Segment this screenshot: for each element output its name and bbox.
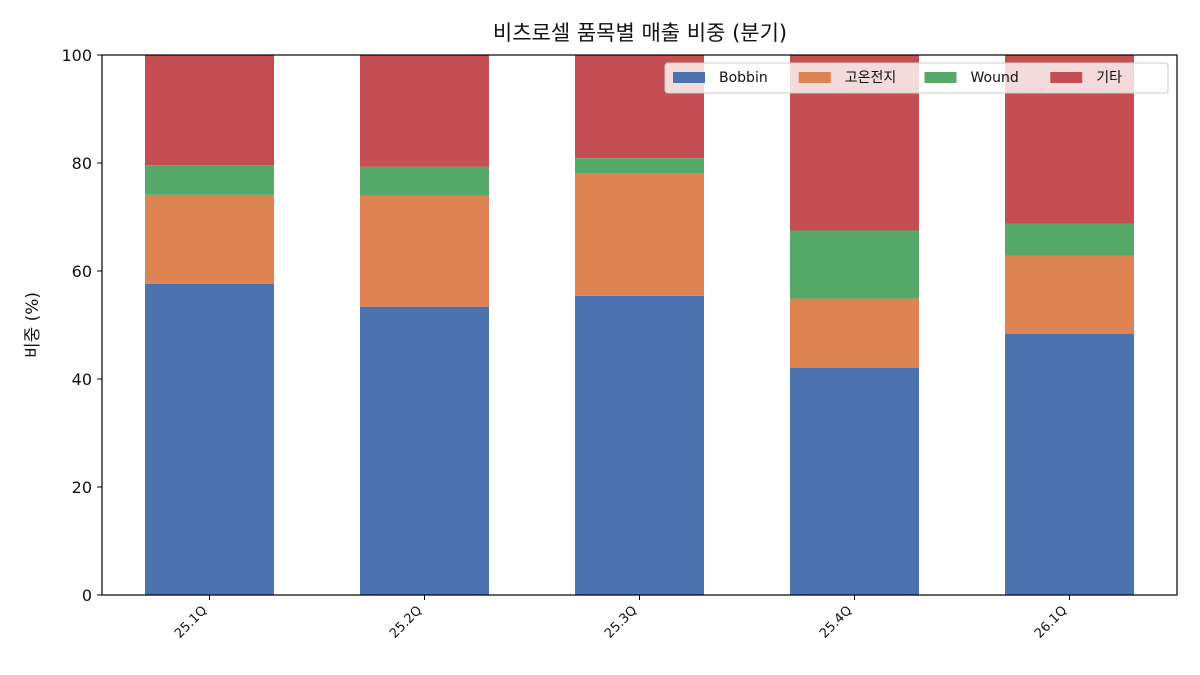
bar-25.3Q-Wound	[575, 158, 704, 174]
bar-25.2Q-Bobbin	[360, 306, 489, 595]
x-tick-label: 25.3Q	[602, 603, 640, 641]
bar-25.1Q-고온전지	[145, 194, 274, 284]
x-tick-label: 25.4Q	[817, 603, 855, 641]
x-tick-label: 25.2Q	[387, 603, 425, 641]
legend-swatch-Bobbin	[673, 72, 705, 83]
bar-25.4Q-Bobbin	[790, 367, 919, 595]
bar-25.3Q-고온전지	[575, 173, 704, 296]
y-axis-label: 비중 (%)	[23, 292, 43, 358]
legend-label-Wound: Wound	[971, 70, 1019, 86]
y-tick-label: 0	[82, 586, 92, 605]
legend-label-Bobbin: Bobbin	[719, 70, 768, 86]
legend-swatch-기타	[1050, 72, 1083, 83]
x-tick-label: 25.1Q	[172, 603, 210, 641]
legend-swatch-Wound	[924, 72, 957, 83]
legend-swatch-고온전지	[798, 72, 831, 83]
legend-label-기타: 기타	[1096, 70, 1122, 86]
bar-25.1Q-기타	[145, 55, 274, 166]
bar-25.1Q-Wound	[145, 165, 274, 195]
bar-25.1Q-Bobbin	[145, 283, 274, 595]
bar-25.2Q-고온전지	[360, 195, 489, 307]
bars-group	[145, 55, 1134, 595]
bar-25.4Q-Wound	[790, 230, 919, 299]
bar-26.1Q-Wound	[1005, 223, 1134, 256]
legend: Bobbin 고온전지 Wound 기타	[664, 62, 1169, 94]
bar-25.2Q-기타	[360, 55, 489, 167]
legend-box	[664, 62, 1169, 94]
bar-25.2Q-Wound	[360, 166, 489, 196]
y-tick-label: 80	[72, 154, 92, 173]
y-tick-label: 20	[72, 478, 92, 497]
bar-25.4Q-고온전지	[790, 298, 919, 368]
bar-25.3Q-Bobbin	[575, 295, 704, 595]
y-tick-label: 100	[61, 46, 92, 65]
y-tick-label: 60	[72, 262, 92, 281]
legend-label-고온전지: 고온전지	[845, 70, 897, 86]
bar-26.1Q-Bobbin	[1005, 333, 1134, 595]
bar-26.1Q-고온전지	[1005, 255, 1134, 334]
x-tick-label: 26.1Q	[1032, 603, 1070, 641]
chart-title: 비츠로셀 품목별 매출 비중 (분기)	[493, 21, 787, 45]
y-tick-label: 40	[72, 370, 92, 389]
